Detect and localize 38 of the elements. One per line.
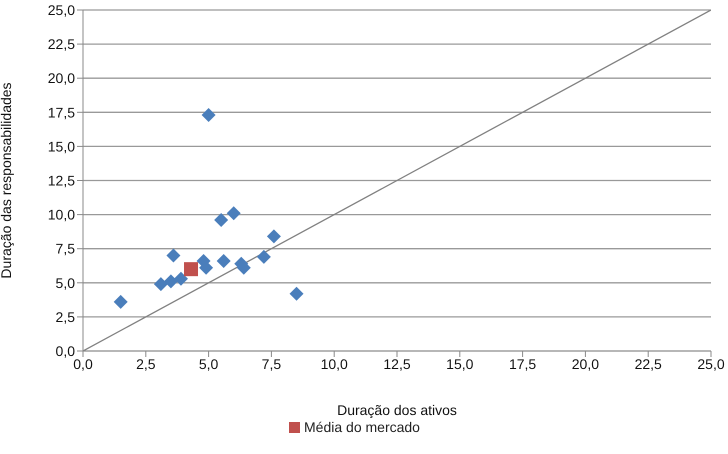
- y-tick-label: 2,5: [56, 308, 76, 325]
- y-axis-title: Duração das responsabilidades: [0, 82, 14, 279]
- x-axis-title: Duração dos ativos: [337, 402, 457, 418]
- point: [114, 294, 128, 309]
- point: [216, 254, 231, 268]
- y-tick-label: 7,5: [56, 240, 76, 257]
- point: [202, 108, 216, 122]
- y-tick-label: 17,5: [48, 104, 76, 120]
- y-tick-label: 12,5: [48, 172, 76, 188]
- point: [266, 229, 281, 244]
- y-tick-label: 10,0: [48, 206, 76, 223]
- point: [226, 206, 241, 220]
- point: [214, 213, 228, 228]
- point: [290, 286, 304, 301]
- x-tick-label: 25,0: [697, 356, 725, 372]
- y-tick-label: 0,0: [56, 342, 76, 359]
- x-tick-label: 0,0: [73, 356, 93, 372]
- x-tick-label: 10,0: [320, 356, 348, 372]
- x-tick-label: 7,5: [262, 356, 282, 372]
- x-tick-label: 12,5: [383, 356, 411, 372]
- y-tick-label: 22,5: [48, 36, 76, 52]
- x-tick-label: 2,5: [136, 356, 156, 372]
- y-tick-label: 15,0: [48, 138, 76, 154]
- point: [184, 262, 198, 276]
- x-tick-label: 22,5: [634, 356, 662, 372]
- point: [174, 272, 188, 286]
- legend-label: Média do mercado: [303, 419, 420, 435]
- point: [256, 250, 271, 264]
- point: [154, 277, 168, 292]
- y-tick-label: 5,0: [56, 274, 76, 291]
- y-tick-label: 20,0: [48, 70, 76, 86]
- x-tick-label: 15,0: [446, 356, 474, 372]
- point: [164, 274, 178, 288]
- point: [166, 248, 180, 263]
- x-tick-label: 5,0: [198, 356, 219, 372]
- x-tick-label: 17,5: [508, 356, 536, 372]
- x-tick-label: 20,0: [572, 356, 600, 372]
- y-tick-label: 25,0: [48, 2, 76, 18]
